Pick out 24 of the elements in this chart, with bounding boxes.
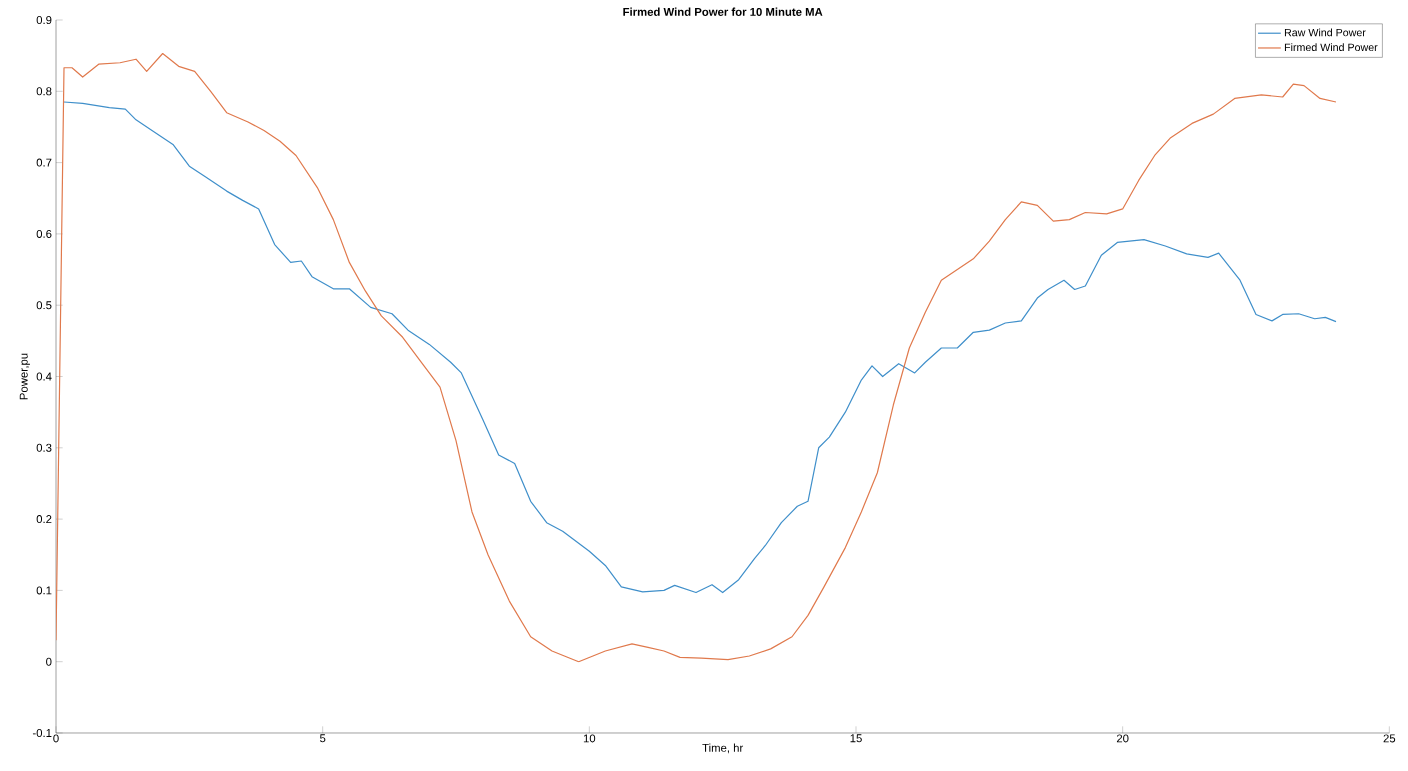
x-tick-label: 10 xyxy=(583,734,596,743)
line-series xyxy=(63,101,1337,594)
x-tick-label: 20 xyxy=(1116,734,1129,743)
y-tick-label: 0.6 xyxy=(36,229,52,238)
y-tick-label: 0.8 xyxy=(36,87,52,96)
y-tick-label: 0.1 xyxy=(36,586,52,595)
y-tick-label: 0.7 xyxy=(36,158,52,167)
line-series xyxy=(56,52,1337,663)
y-tick-label: 0 xyxy=(46,657,52,666)
y-tick-label: 0.9 xyxy=(36,16,52,24)
legend-label: Raw Wind Power xyxy=(1284,28,1366,37)
y-tick-label: 0.2 xyxy=(36,515,52,524)
y-tick-label: -0.1 xyxy=(32,729,52,738)
x-tick-label: 25 xyxy=(1383,734,1396,743)
y-axis-title: Power,pu xyxy=(19,353,30,400)
chart-title: Firmed Wind Power for 10 Minute MA xyxy=(623,7,823,16)
x-tick-label: 15 xyxy=(850,734,862,743)
x-tick-label: 0 xyxy=(53,734,59,743)
x-axis-title: Time, hr xyxy=(702,743,744,754)
x-tick-label: 5 xyxy=(319,734,326,743)
legend-label: Firmed Wind Power xyxy=(1284,43,1378,52)
y-tick-label: 0.3 xyxy=(36,443,52,452)
y-tick-label: 0.5 xyxy=(36,301,52,310)
y-tick-label: 0.4 xyxy=(36,372,52,381)
